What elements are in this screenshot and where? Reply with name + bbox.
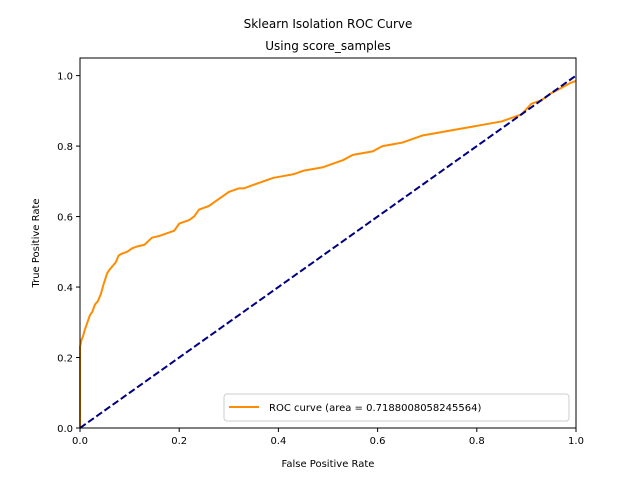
x-tick-label: 0.4 — [270, 436, 286, 447]
y-tick-label: 1.0 — [57, 72, 73, 83]
x-axis-label: False Positive Rate — [282, 459, 375, 470]
y-tick-label: 0.4 — [57, 283, 73, 294]
chart-title: Sklearn Isolation ROC Curve — [244, 17, 413, 31]
y-axis-label: True Positive Rate — [31, 198, 42, 288]
x-tick-label: 0.6 — [370, 436, 386, 447]
y-tick-label: 0.2 — [57, 354, 73, 365]
x-tick-label: 0.0 — [72, 436, 88, 447]
x-tick-label: 0.8 — [469, 436, 485, 447]
x-tick-label: 0.2 — [171, 436, 187, 447]
legend-box — [223, 393, 570, 422]
roc-curve-line — [79, 79, 577, 428]
diagonal-reference-line — [79, 74, 577, 429]
plot-frame — [79, 57, 577, 429]
y-tick-label: 0.0 — [57, 424, 73, 435]
legend: ROC curve (area = 0.7188008058245564) — [223, 393, 570, 422]
plot-area — [79, 74, 577, 429]
legend-entry-roc: ROC curve (area = 0.7188008058245564) — [269, 403, 481, 414]
chart-subtitle: Using score_samples — [265, 39, 391, 53]
x-tick-label: 1.0 — [568, 436, 584, 447]
y-tick-label: 0.6 — [57, 213, 73, 224]
y-tick-label: 0.8 — [57, 142, 73, 153]
axis-ticks: 0.0 0.2 0.4 0.6 0.8 1.0 0.0 0.2 0.4 0.6 0.8 1.0 — [57, 72, 584, 447]
